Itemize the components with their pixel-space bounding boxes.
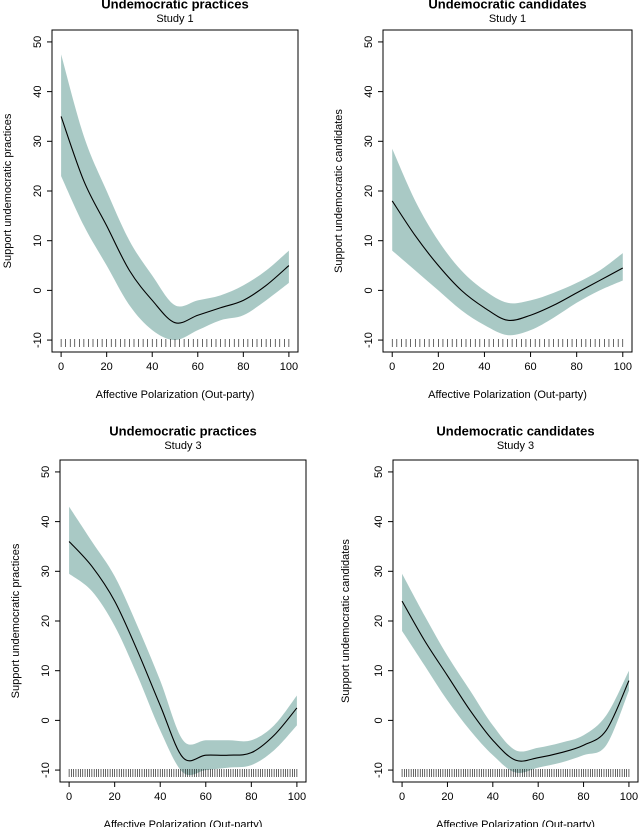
- y-axis-label: Support undemocratic practices: [2, 113, 14, 268]
- y-tick-label: 20: [40, 615, 52, 627]
- x-axis-label: Affective Polarization (Out-party): [428, 389, 587, 401]
- y-tick-label: 30: [40, 565, 52, 577]
- y-tick-label: 10: [32, 235, 44, 247]
- x-tick-label: 100: [620, 791, 638, 803]
- x-axis-label: Affective Polarization (Out-party): [436, 819, 595, 827]
- y-tick-label: 40: [32, 85, 44, 97]
- y-axis-label: Support undemocratic candidates: [340, 539, 352, 703]
- confidence-band: [392, 148, 623, 336]
- y-tick-label: 50: [363, 36, 375, 48]
- x-tick-label: 20: [109, 791, 121, 803]
- y-tick-label: 50: [373, 466, 385, 478]
- x-tick-label: 60: [192, 361, 204, 373]
- fit-line: [391, 200, 624, 321]
- y-tick-label: 20: [363, 185, 375, 197]
- x-tick-label: 80: [237, 361, 249, 373]
- chart-title: Undemocratic practices: [109, 423, 256, 438]
- x-tick-label: 80: [245, 791, 257, 803]
- y-tick-label: 10: [363, 235, 375, 247]
- y-axis-label: Support undemocratic candidates: [333, 109, 345, 273]
- x-tick-label: 100: [614, 361, 632, 373]
- y-tick-label: -10: [373, 762, 385, 778]
- y-tick-label: 40: [373, 515, 385, 527]
- x-tick-label: 80: [577, 791, 589, 803]
- x-tick-label: 0: [66, 791, 72, 803]
- y-tick-label: 0: [373, 717, 385, 723]
- y-tick-label: 0: [363, 287, 375, 293]
- x-tick-label: 40: [146, 361, 158, 373]
- y-tick-label: 0: [32, 287, 44, 293]
- x-tick-label: 80: [571, 361, 583, 373]
- confidence-band: [69, 506, 297, 776]
- chart-subtitle: Study 1: [156, 13, 193, 25]
- y-tick-label: -10: [40, 762, 52, 778]
- chart-title: Undemocratic candidates: [436, 423, 594, 438]
- y-tick-label: 50: [40, 466, 52, 478]
- x-tick-label: 60: [532, 791, 544, 803]
- confidence-band: [402, 573, 629, 774]
- y-tick-label: 10: [40, 665, 52, 677]
- chart-subtitle: Study 1: [489, 13, 526, 25]
- y-tick-label: 20: [373, 615, 385, 627]
- confidence-band: [61, 54, 289, 341]
- y-tick-label: -10: [363, 332, 375, 348]
- chart-title: Undemocratic practices: [101, 0, 248, 11]
- y-tick-label: 40: [363, 85, 375, 97]
- y-tick-label: 10: [373, 665, 385, 677]
- x-tick-label: 20: [441, 791, 453, 803]
- x-tick-label: 60: [524, 361, 536, 373]
- x-axis-label: Affective Polarization (Out-party): [104, 819, 263, 827]
- fit-line: [68, 541, 298, 762]
- x-tick-label: 20: [101, 361, 113, 373]
- x-tick-label: 0: [58, 361, 64, 373]
- y-axis-label: Support undemocratic practices: [10, 543, 22, 698]
- y-tick-label: 50: [32, 36, 44, 48]
- x-tick-label: 0: [399, 791, 405, 803]
- x-tick-label: 100: [280, 361, 298, 373]
- x-tick-label: 0: [389, 361, 395, 373]
- y-tick-label: -10: [32, 332, 44, 348]
- fit-line: [401, 600, 630, 762]
- x-tick-label: 40: [478, 361, 490, 373]
- y-tick-label: 30: [363, 135, 375, 147]
- x-tick-label: 40: [487, 791, 499, 803]
- x-axis-label: Affective Polarization (Out-party): [96, 389, 255, 401]
- y-tick-label: 40: [40, 515, 52, 527]
- x-tick-label: 40: [154, 791, 166, 803]
- x-tick-label: 100: [288, 791, 306, 803]
- fit-line: [60, 116, 290, 324]
- x-tick-label: 60: [200, 791, 212, 803]
- y-tick-label: 0: [40, 717, 52, 723]
- chart-subtitle: Study 3: [497, 440, 534, 452]
- chart-title: Undemocratic candidates: [428, 0, 586, 11]
- chart-subtitle: Study 3: [164, 440, 201, 452]
- y-tick-label: 30: [373, 565, 385, 577]
- y-tick-label: 20: [32, 185, 44, 197]
- y-tick-label: 30: [32, 135, 44, 147]
- x-tick-label: 20: [432, 361, 444, 373]
